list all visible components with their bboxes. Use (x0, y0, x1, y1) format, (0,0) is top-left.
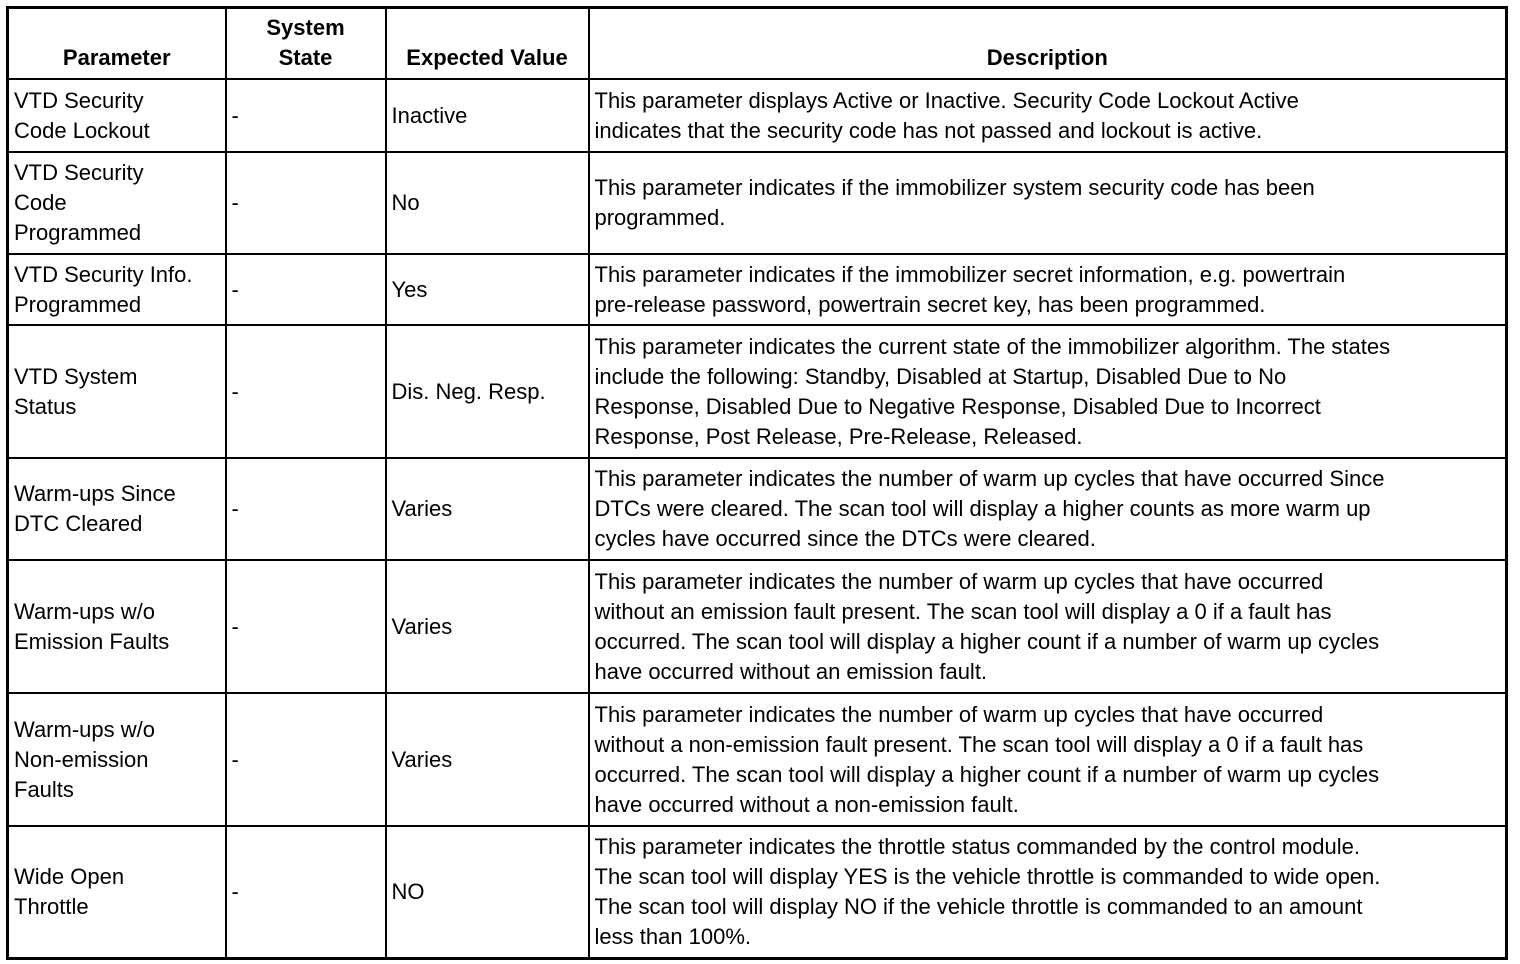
parameter-cell: VTD Security Code Lockout (6, 78, 227, 153)
description-cell: This parameter indicates the throttle st… (587, 825, 1508, 959)
table-row: VTD Security Code Lockout - Inactive This p… (6, 78, 1508, 153)
header-row: Parameter System State Expected Value De… (6, 6, 1508, 80)
expected-value-cell: Varies (384, 692, 590, 827)
system-state-cell: - (224, 457, 387, 561)
description-cell: This parameter indicates the number of w… (587, 559, 1508, 694)
table-row: Warm-ups w/o Emission Faults - Varies This … (6, 559, 1508, 694)
expected-value-cell: Varies (384, 559, 590, 694)
parameter-cell: Wide Open Throttle (6, 825, 227, 959)
parameter-cell: VTD Security Code Programmed (6, 151, 227, 255)
parameter-cell: Warm-ups w/o Non-emission Faults (6, 692, 227, 827)
system-state-cell: - (224, 151, 387, 255)
system-state-cell: - (224, 559, 387, 694)
table-row: Warm-ups Since DTC Cleared - Varies This pa… (6, 457, 1508, 561)
header-expected-value: Expected Value (384, 6, 590, 80)
system-state-cell: - (224, 692, 387, 827)
parameter-cell: Warm-ups Since DTC Cleared (6, 457, 227, 561)
header-parameter: Parameter (6, 6, 227, 80)
description-cell: This parameter indicates the number of w… (587, 457, 1508, 561)
parameter-cell: VTD System Status (6, 324, 227, 459)
parameter-table: Parameter System State Expected Value De… (6, 6, 1508, 960)
system-state-cell: - (224, 324, 387, 459)
parameter-cell: Warm-ups w/o Emission Faults (6, 559, 227, 694)
description-cell: This parameter indicates the current sta… (587, 324, 1508, 459)
description-cell: This parameter indicates the number of w… (587, 692, 1508, 827)
table-row: Wide Open Throttle - NO This parameter indi… (6, 825, 1508, 959)
expected-value-cell: NO (384, 825, 590, 959)
parameter-cell: VTD Security Info. Programmed (6, 253, 227, 326)
description-cell: This parameter displays Active or Inacti… (587, 78, 1508, 153)
expected-value-cell: Dis. Neg. Resp. (384, 324, 590, 459)
header-system-state: System State (224, 6, 387, 80)
system-state-cell: - (224, 253, 387, 326)
table-row: VTD Security Code Programmed - No This para… (6, 151, 1508, 255)
expected-value-cell: Inactive (384, 78, 590, 153)
expected-value-cell: Varies (384, 457, 590, 561)
expected-value-cell: No (384, 151, 590, 255)
description-cell: This parameter indicates if the immobili… (587, 151, 1508, 255)
table-row: VTD Security Info. Programmed - Yes This pa… (6, 253, 1508, 326)
system-state-cell: - (224, 78, 387, 153)
header-description: Description (587, 6, 1508, 80)
description-cell: This parameter indicates if the immobili… (587, 253, 1508, 326)
expected-value-cell: Yes (384, 253, 590, 326)
table-row: Warm-ups w/o Non-emission Faults - Varies T… (6, 692, 1508, 827)
system-state-cell: - (224, 825, 387, 959)
table-row: VTD System Status - Dis. Neg. Resp. This pa… (6, 324, 1508, 459)
